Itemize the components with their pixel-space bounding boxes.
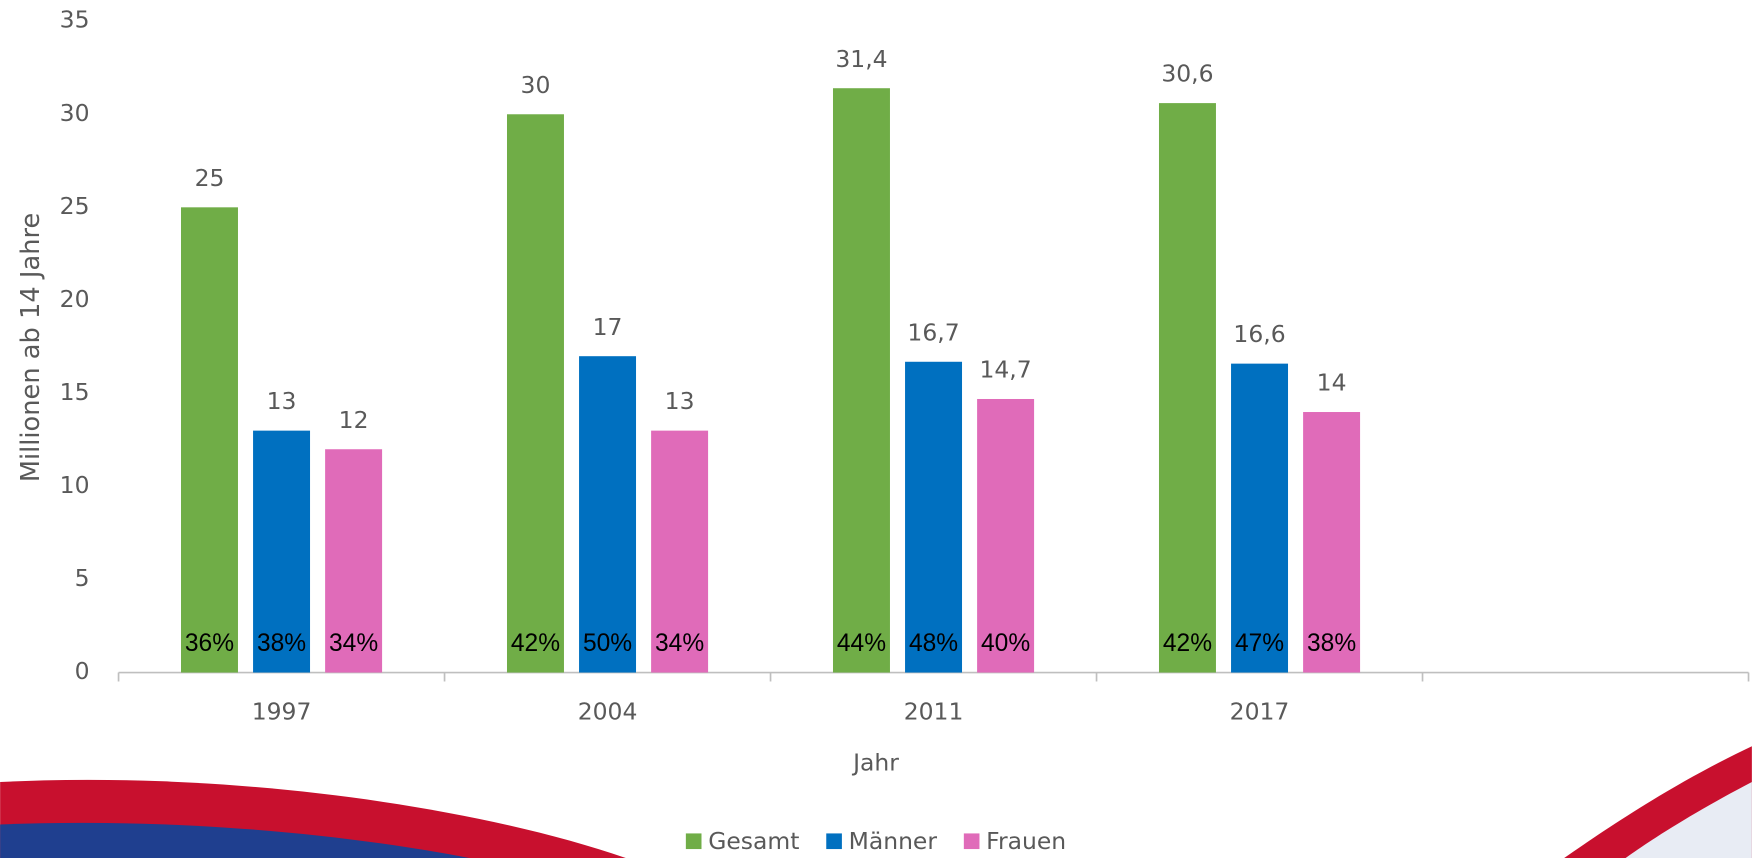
x-tick-label: 2011 [904, 697, 964, 725]
share-label: 47% [1235, 630, 1284, 657]
y-tick-label: 5 [75, 564, 90, 592]
y-tick-label: 30 [60, 99, 90, 127]
legend-swatch [685, 833, 702, 850]
share-label: 44% [837, 630, 886, 657]
value-label: 16,7 [907, 318, 959, 346]
bar [579, 356, 637, 673]
legend-swatch [963, 833, 980, 850]
bar [1158, 103, 1216, 673]
y-tick-label: 35 [60, 6, 90, 34]
bar [253, 430, 311, 673]
bar [905, 361, 963, 673]
value-label: 14 [1317, 369, 1347, 397]
y-tick-label: 15 [60, 378, 90, 406]
x-tick-label: 1997 [252, 697, 312, 725]
decoration [0, 746, 1752, 858]
legend-label: Männer [849, 827, 938, 855]
bar [506, 114, 564, 673]
y-tick-label: 20 [60, 285, 90, 313]
value-label: 13 [267, 387, 297, 415]
x-tick-label: 2017 [1230, 697, 1290, 725]
value-label: 14,7 [979, 356, 1031, 384]
share-label: 34% [329, 630, 378, 657]
bar [180, 207, 238, 673]
swoosh-light [1625, 782, 1752, 858]
share-label: 34% [655, 630, 704, 657]
bar [1303, 412, 1361, 673]
value-label: 31,4 [835, 45, 887, 73]
legend-label: Gesamt [708, 827, 799, 855]
value-label: 30 [521, 71, 551, 99]
y-tick-label: 0 [75, 657, 90, 685]
value-label: 13 [665, 387, 695, 415]
y-tick-label: 10 [60, 471, 90, 499]
share-label: 36% [185, 630, 234, 657]
share-label: 40% [981, 630, 1030, 657]
swoosh-blue [0, 822, 470, 858]
y-tick-label: 25 [60, 192, 90, 220]
x-axis-title: Jahr [851, 749, 899, 777]
y-axis-title: Millionen ab 14 Jahre [16, 213, 46, 482]
value-label: 25 [195, 164, 225, 192]
share-label: 42% [511, 630, 560, 657]
value-label: 12 [339, 406, 369, 434]
share-label: 48% [909, 630, 958, 657]
x-tick-label: 2004 [578, 697, 638, 725]
value-label: 16,6 [1233, 320, 1285, 348]
share-label: 38% [257, 630, 306, 657]
share-label: 50% [583, 630, 632, 657]
value-label: 30,6 [1161, 60, 1213, 88]
bar [1231, 363, 1289, 673]
value-label: 17 [593, 313, 623, 341]
legend-swatch [826, 833, 842, 850]
share-label: 38% [1307, 630, 1356, 657]
bar [977, 398, 1035, 673]
bar [325, 449, 383, 673]
bar [651, 430, 709, 673]
share-label: 42% [1163, 630, 1212, 657]
legend-label: Frauen [986, 827, 1066, 855]
bar [832, 88, 890, 673]
